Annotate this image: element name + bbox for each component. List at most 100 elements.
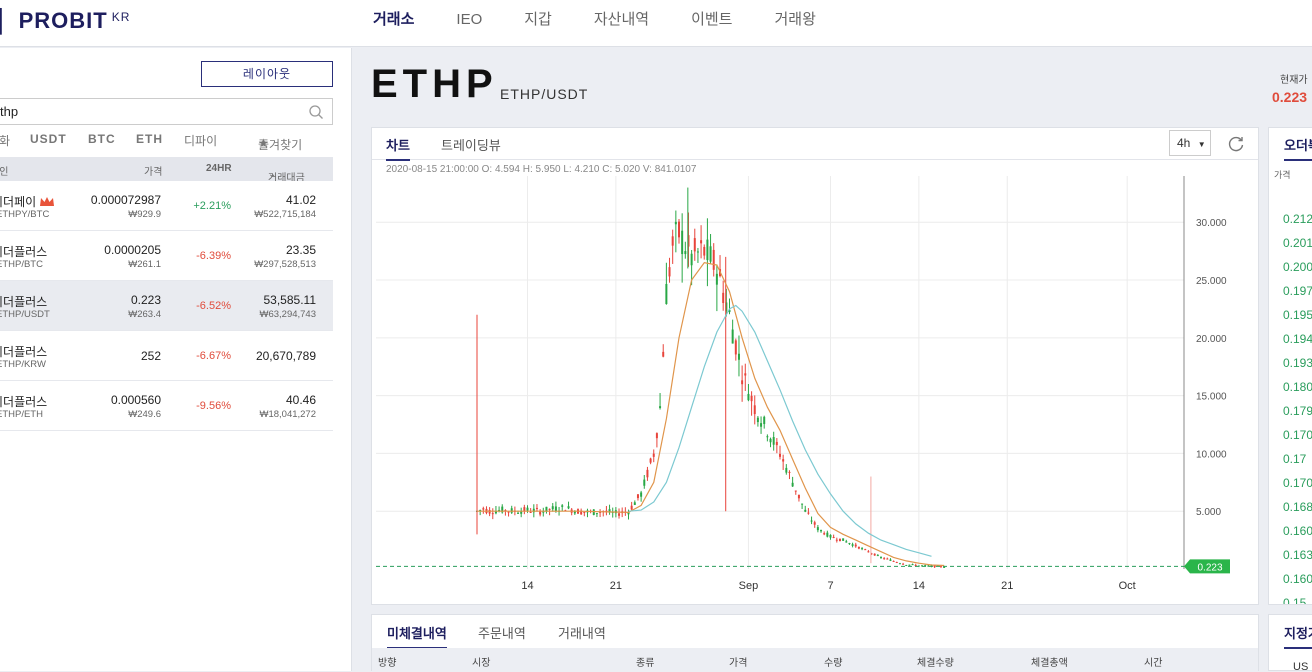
orderbook-price[interactable]: 0.17	[1283, 452, 1307, 466]
probit-logo[interactable]: ▌ PROBIT KR	[0, 8, 131, 33]
candle-body	[652, 453, 655, 457]
coin-change: -6.52%	[196, 300, 231, 312]
orderbook-price[interactable]: 0.200	[1283, 260, 1312, 274]
market-row-selected[interactable]: 이더플러스 ETHP/USDT 0.223 ₩263.4 -6.52% 53,5…	[0, 281, 333, 331]
candle-body	[848, 543, 851, 545]
market-row[interactable]: 이더플러스 ETHP/KRW 252 -6.67% 20,670,789	[0, 331, 333, 381]
candle-body	[696, 251, 699, 253]
orderbook-price[interactable]: 0.160	[1283, 572, 1312, 586]
tab-trade-history[interactable]: 거래내역	[558, 626, 606, 641]
orderbook-price[interactable]: 0.170	[1283, 428, 1312, 442]
coin-price-krw: ₩249.6	[128, 409, 161, 420]
orderbook-price[interactable]: 0.179	[1283, 404, 1312, 418]
search-input[interactable]	[0, 99, 290, 124]
refresh-icon[interactable]	[1226, 134, 1246, 154]
chevron-down-icon: ⌄	[268, 169, 277, 180]
candle-body	[501, 506, 504, 513]
candle-body	[794, 490, 797, 492]
col-change[interactable]: 24HR	[206, 163, 232, 174]
market-row[interactable]: 이더페이 ETHPY/BTC 0.000072987 ₩929.9 +2.21%…	[0, 181, 333, 231]
orderbook-price[interactable]: 0.170	[1283, 476, 1312, 490]
candle-body	[744, 373, 747, 376]
nav-event[interactable]: 이벤트	[691, 11, 733, 28]
candle-body	[712, 249, 715, 270]
coin-change: -9.56%	[196, 400, 231, 412]
price-chart[interactable]: 30.000 25.000 20.000 15.000 10.000 5.000 14 21 S…	[376, 176, 1256, 602]
tab-tradingview[interactable]: 트레이딩뷰	[441, 138, 501, 153]
tab-usdt[interactable]: USDT	[30, 132, 67, 146]
candle-body	[687, 235, 690, 247]
coin-name: 이더플러스	[0, 345, 48, 359]
coin-name: 이더플러스	[0, 295, 48, 309]
candle-body	[861, 548, 864, 550]
candle-body	[930, 565, 933, 567]
col-price[interactable]: 가격	[144, 167, 163, 178]
candle-body	[523, 507, 526, 512]
coin-price: 252	[140, 349, 161, 363]
candle-body	[775, 441, 778, 446]
orderbook-price[interactable]: 0.180	[1283, 380, 1312, 394]
candle-body	[883, 558, 886, 560]
coin-price: 0.223	[130, 293, 161, 307]
candle-body	[655, 433, 658, 439]
candle-body	[867, 551, 870, 553]
tab-krw[interactable]: 원화	[0, 134, 11, 148]
orderbook-price[interactable]: 0.195	[1283, 308, 1312, 322]
col-name[interactable]: 코인	[0, 167, 9, 178]
orderbook-panel: 오더북 가격 0.212 0.201 0.200 0.197 0.195 0.194 0.1…	[1268, 127, 1312, 605]
candle-body	[886, 558, 889, 560]
nav-trade-king[interactable]: 거래왕	[774, 11, 816, 28]
tab-chart[interactable]: 차트	[386, 135, 410, 161]
candle-body	[678, 221, 680, 238]
candle-body	[763, 416, 766, 425]
nav-ieo[interactable]: IEO	[456, 11, 483, 28]
candle-body	[873, 553, 876, 556]
candle-body	[684, 251, 687, 255]
candle-body	[630, 505, 633, 510]
market-row[interactable]: 이더플러스 ETHP/BTC 0.0000205 ₩261.1 -6.39% 2…	[0, 231, 333, 281]
orderbook-price[interactable]: 0.197	[1283, 284, 1312, 298]
x-tick-label: Sep	[739, 580, 759, 592]
tab-order-history[interactable]: 주문내역	[478, 626, 526, 641]
candle-body	[813, 522, 816, 525]
candle-body	[737, 353, 740, 360]
tab-eth[interactable]: ETH	[136, 132, 163, 146]
search-icon[interactable]	[308, 104, 324, 120]
y-tick-label: 20.000	[1196, 334, 1227, 345]
orderbook-price[interactable]: 0.194	[1283, 332, 1312, 346]
orderbook-price[interactable]: 0.163	[1283, 548, 1312, 562]
nav-assets[interactable]: 자산내역	[593, 11, 650, 28]
orderbook-price[interactable]: 0.15	[1283, 596, 1307, 605]
interval-value: 4h	[1177, 136, 1191, 150]
candle-body	[801, 503, 804, 505]
candle-body	[750, 395, 753, 402]
layout-button[interactable]: 레이아웃	[201, 61, 333, 87]
candle-body	[816, 527, 819, 531]
y-tick-label: 10.000	[1196, 449, 1227, 460]
tab-limit-order[interactable]: 지정가	[1284, 623, 1312, 649]
candle-body	[838, 538, 841, 541]
orderbook-price[interactable]: 0.160	[1283, 524, 1312, 538]
tab-btc[interactable]: BTC	[88, 132, 116, 146]
orderbook-price[interactable]: 0.212	[1283, 212, 1312, 226]
orderbook-price[interactable]: 0.201	[1283, 236, 1312, 250]
candle-body	[479, 510, 482, 512]
col-amount: 수량	[824, 658, 843, 669]
coin-change: -6.39%	[196, 250, 231, 262]
market-row[interactable]: 이더플러스 ETHP/ETH 0.000560 ₩249.6 -9.56% 40…	[0, 381, 333, 431]
candle-body	[494, 511, 497, 514]
tab-orderbook[interactable]: 오더북	[1284, 135, 1312, 161]
orderbook-price[interactable]: 0.168	[1283, 500, 1312, 514]
nav-exchange[interactable]: 거래소	[373, 11, 415, 28]
tab-open-orders[interactable]: 미체결내역	[387, 623, 447, 649]
nav-wallet[interactable]: 지갑	[524, 11, 552, 28]
candle-body	[529, 511, 532, 513]
interval-select[interactable]: 4h ▼	[1169, 130, 1211, 156]
col-type: 종류	[636, 658, 655, 669]
coin-pair: ETHP/BTC	[0, 259, 43, 270]
orderbook-price[interactable]: 0.193	[1283, 356, 1312, 370]
tab-defi[interactable]: 디파이	[184, 134, 218, 148]
candle-body	[864, 549, 867, 551]
y-tick-label: 15.000	[1196, 392, 1227, 403]
coin-volume: 20,670,789	[255, 349, 316, 363]
